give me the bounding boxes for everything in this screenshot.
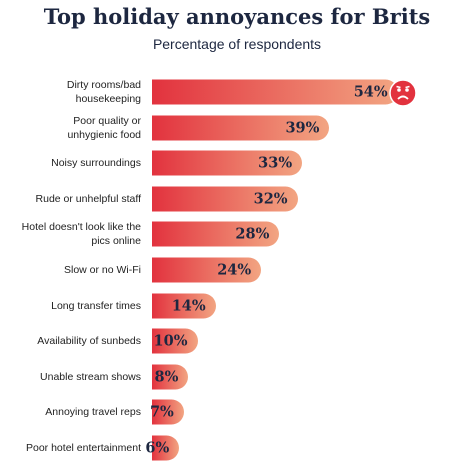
bar: 32%	[152, 186, 298, 212]
value-label: 28%	[235, 225, 270, 243]
value-label: 6%	[145, 439, 170, 457]
value-label: 39%	[285, 119, 320, 137]
category-label: Unable stream shows	[40, 370, 141, 383]
bar: 39%	[152, 115, 330, 141]
value-label: 10%	[153, 332, 188, 350]
bar: 6%	[145, 435, 180, 461]
category-label: Long transfer times	[51, 299, 141, 312]
bar: 14%	[152, 293, 216, 319]
sad-face-icon	[389, 79, 417, 107]
category-label: Rude or unhelpful staff	[35, 192, 141, 205]
category-label: Poor quality or unhygienic food	[67, 114, 141, 141]
value-label: 7%	[149, 403, 174, 421]
category-label: Slow or no Wi-Fi	[63, 264, 141, 276]
category-label: Poor hotel entertainment	[26, 442, 141, 454]
bar: 8%	[152, 364, 189, 390]
value-label: 24%	[217, 261, 252, 279]
category-label: Annoying travel reps	[45, 406, 141, 419]
category-label: Hotel doesn't look like the pics online	[21, 221, 141, 248]
value-label: 14%	[171, 297, 206, 315]
bar: 28%	[152, 221, 280, 247]
category-label: Dirty rooms/bad housekeeping	[66, 79, 141, 105]
value-label: 54%	[353, 83, 388, 101]
category-label: Availability of sunbeds	[37, 335, 141, 348]
value-label: 33%	[258, 154, 293, 172]
chart-title: Top holiday annoyances for Brits	[43, 4, 431, 29]
category-label: Noisy surroundings	[51, 157, 141, 170]
bar: 54%	[152, 79, 398, 105]
bar: 24%	[152, 257, 262, 283]
bar: 10%	[152, 328, 198, 354]
bar: 7%	[149, 399, 184, 425]
value-label: 8%	[154, 368, 179, 386]
chart-subtitle: Percentage of respondents	[152, 36, 322, 52]
bar: 33%	[152, 150, 303, 176]
value-label: 32%	[253, 190, 288, 208]
